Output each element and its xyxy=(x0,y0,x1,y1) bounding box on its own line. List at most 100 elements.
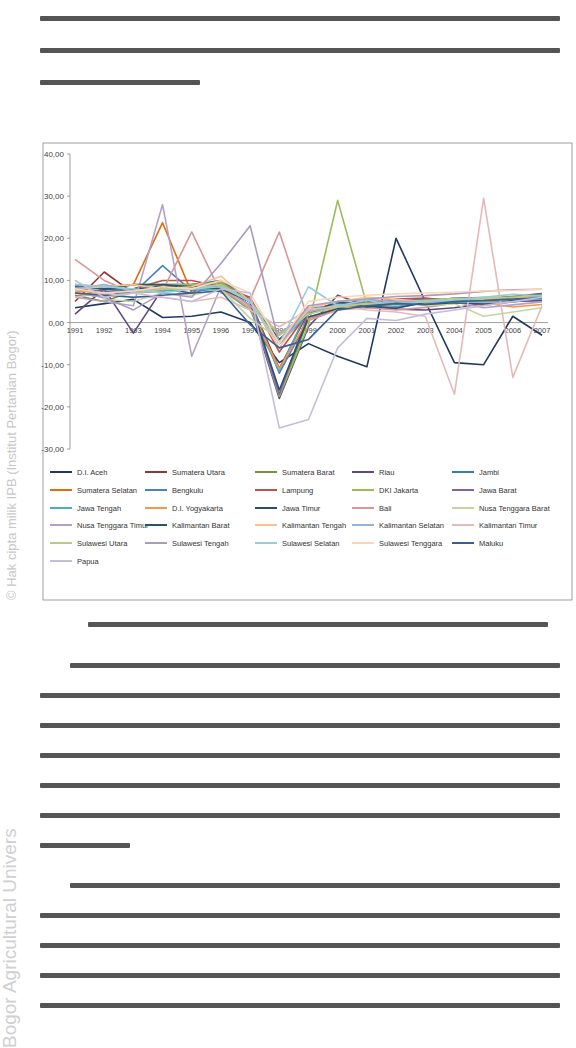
y-tick-label: 20,00 xyxy=(44,234,65,243)
series-line xyxy=(75,200,542,396)
legend-label: Jambi xyxy=(479,468,499,477)
x-tick-label: 2001 xyxy=(359,326,376,335)
x-tick-label: 2004 xyxy=(446,326,463,335)
y-tick xyxy=(67,280,70,281)
series-line xyxy=(75,280,542,343)
y-tick-label: 10,00 xyxy=(44,276,65,285)
series-line xyxy=(75,280,542,343)
legend-swatch xyxy=(145,524,167,526)
series-line xyxy=(75,280,542,352)
series-line xyxy=(75,285,542,344)
legend-swatch xyxy=(145,507,167,509)
text-line xyxy=(40,813,560,818)
y-tick xyxy=(67,322,70,323)
legend-swatch xyxy=(452,507,474,509)
page: © Hak cipta milik IPB (Institut Pertania… xyxy=(0,0,576,1048)
legend-label: Sulawesi Selatan xyxy=(282,539,340,548)
y-tick xyxy=(67,154,70,155)
series-line xyxy=(75,291,542,348)
legend-label: Sumatera Selatan xyxy=(77,486,137,495)
legend-label: Sulawesi Tengah xyxy=(172,539,229,548)
legend-label: Kalimantan Tengah xyxy=(282,521,346,530)
legend-label: Bengkulu xyxy=(172,486,203,495)
legend-swatch xyxy=(50,489,72,491)
legend-swatch xyxy=(145,489,167,491)
legend-swatch xyxy=(452,489,474,491)
legend-label: Lampung xyxy=(282,486,313,495)
chart-frame xyxy=(43,143,572,600)
legend-label: Jawa Barat xyxy=(479,486,517,495)
legend-swatch xyxy=(50,560,72,562)
text-line xyxy=(40,693,560,698)
legend-label: Nusa Tenggara Timur xyxy=(77,521,149,530)
legend-swatch xyxy=(255,542,277,544)
legend-swatch xyxy=(255,471,277,473)
legend-swatch xyxy=(352,542,374,544)
legend-label: Sulawesi Utara xyxy=(77,539,128,548)
legend-swatch xyxy=(452,524,474,526)
legend-label: Kalimantan Selatan xyxy=(379,521,444,530)
text-line xyxy=(70,883,560,888)
legend: D.I. AcehSumatera UtaraSumatera BaratRia… xyxy=(50,468,551,566)
legend-label: DKI Jakarta xyxy=(379,486,419,495)
y-tick xyxy=(67,238,70,239)
y-tick xyxy=(67,449,70,450)
legend-label: Sulawesi Tenggara xyxy=(379,539,443,548)
legend-swatch xyxy=(50,471,72,473)
watermark: Bogor Agricultural Univers xyxy=(0,828,20,1048)
legend-swatch xyxy=(145,471,167,473)
legend-swatch xyxy=(255,524,277,526)
text-line xyxy=(70,663,560,668)
legend-swatch xyxy=(352,507,374,509)
lines xyxy=(75,198,542,428)
y-tick-label: 30,00 xyxy=(44,192,65,201)
text-line xyxy=(40,973,560,978)
y-tick-label: 0,00 xyxy=(48,319,64,328)
text-line xyxy=(40,783,560,788)
y-tick-label: 40,00 xyxy=(44,150,65,159)
y-tick-label: -20,00 xyxy=(41,403,64,412)
text-line xyxy=(40,80,200,85)
legend-swatch xyxy=(255,489,277,491)
text-line xyxy=(40,843,130,848)
text-line xyxy=(88,622,548,627)
x-tick-label: 2002 xyxy=(388,326,405,335)
y-tick xyxy=(67,364,70,365)
legend-label: Kalimantan Timur xyxy=(479,521,538,530)
text-line xyxy=(40,16,560,21)
legend-label: Bali xyxy=(379,504,392,513)
series-line xyxy=(75,285,542,344)
legend-swatch xyxy=(352,524,374,526)
legend-label: Sumatera Utara xyxy=(172,468,226,477)
legend-label: Jawa Timur xyxy=(282,504,321,513)
legend-swatch xyxy=(145,542,167,544)
x-tick-label: 2000 xyxy=(329,326,346,335)
legend-label: Nusa Tenggara Barat xyxy=(479,504,551,513)
y-tick xyxy=(67,406,70,407)
series-line xyxy=(75,276,542,348)
text-line xyxy=(40,753,560,758)
legend-label: Maluku xyxy=(479,539,503,548)
legend-swatch xyxy=(50,524,72,526)
x-tick-label: 1992 xyxy=(96,326,113,335)
text-line xyxy=(40,48,560,53)
text-line xyxy=(40,723,560,728)
text-line xyxy=(40,1003,560,1008)
legend-swatch xyxy=(352,489,374,491)
series-line xyxy=(75,280,542,428)
x-tick-label: 1994 xyxy=(154,326,171,335)
legend-label: D.I. Aceh xyxy=(77,468,107,477)
legend-label: D.I. Yogyakarta xyxy=(172,504,224,513)
legend-swatch xyxy=(50,542,72,544)
x-tick-label: 1996 xyxy=(213,326,230,335)
x-tick-label: 1991 xyxy=(67,326,84,335)
y-tick-label: -30,00 xyxy=(41,445,64,454)
legend-swatch xyxy=(452,471,474,473)
text-line xyxy=(40,913,560,918)
watermark: © Hak cipta milik IPB (Institut Pertania… xyxy=(4,330,19,600)
text-line xyxy=(40,943,560,948)
legend-swatch xyxy=(255,507,277,509)
legend-label: Jawa Tengah xyxy=(77,504,121,513)
y-tick xyxy=(67,196,70,197)
legend-swatch xyxy=(452,542,474,544)
